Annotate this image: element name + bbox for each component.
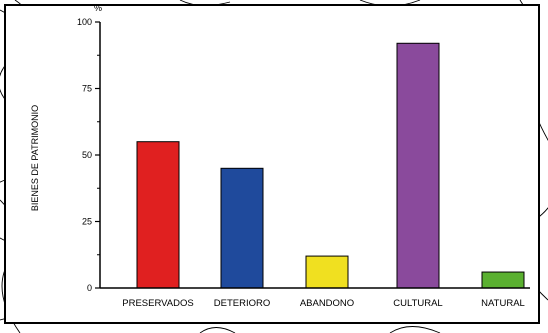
y-unit-label: %	[94, 3, 102, 13]
y-tick-label: 50	[82, 150, 92, 160]
bar-preservados	[136, 141, 180, 289]
x-category-label: DETERIORO	[214, 298, 270, 309]
chart-frame	[4, 4, 540, 324]
y-tick-label: 75	[82, 84, 92, 94]
bar-cultural	[396, 42, 440, 289]
y-axis-title: BIENES DE PATRIMONIO	[30, 105, 40, 211]
x-category-label: ABANDONO	[300, 298, 354, 309]
bar-abandono	[305, 255, 349, 289]
x-category-label: NATURAL	[481, 298, 525, 309]
bar-deterioro	[220, 167, 264, 289]
bar-natural	[481, 271, 525, 289]
y-tick-label: 25	[82, 217, 92, 227]
x-category-label: PRESERVADOS	[122, 298, 193, 309]
y-tick-label: 0	[87, 283, 92, 293]
y-tick-label: 100	[77, 17, 92, 27]
x-category-label: CULTURAL	[393, 298, 442, 309]
